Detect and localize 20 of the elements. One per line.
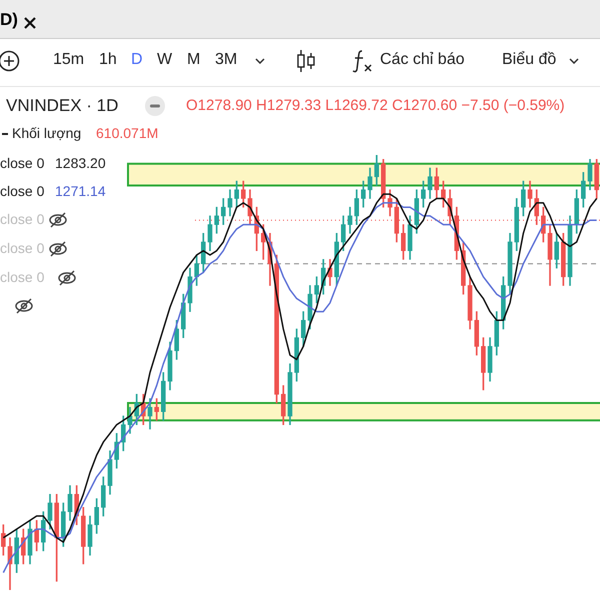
text: Biểu đồ <box>502 51 556 69</box>
annotation: close 0 <box>0 183 44 199</box>
text: D <box>131 51 143 69</box>
text: 610.071M <box>96 125 158 141</box>
text: 1h <box>99 51 117 69</box>
annotation: close 0 <box>0 155 44 171</box>
chart-subtitle: O1278.90 H1279.33 L1269.72 C1270.60 −7.50 (−0.59%) <box>186 97 565 114</box>
annotation: 1271.14 <box>55 183 106 199</box>
annotation: close 0 <box>0 269 44 285</box>
annotation: close 0 <box>0 211 44 227</box>
chart-title: VNINDEX · 1D <box>6 96 118 116</box>
text: Các chỉ báo <box>380 51 464 69</box>
text: Khối lượng <box>12 125 82 141</box>
text: W <box>157 51 172 69</box>
text: 15m <box>53 51 84 69</box>
annotation: 1283.20 <box>55 155 106 171</box>
text: M <box>187 51 200 69</box>
text: D) <box>0 10 18 30</box>
text: 3M <box>215 51 238 69</box>
annotation: close 0 <box>0 240 44 256</box>
